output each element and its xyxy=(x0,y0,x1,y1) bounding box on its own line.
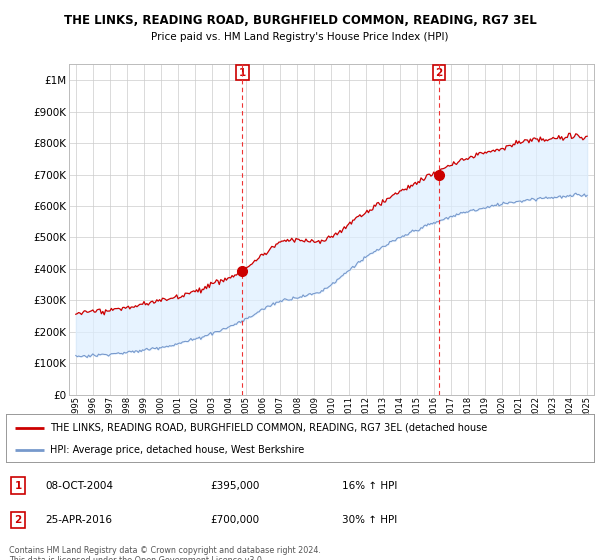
Text: 1: 1 xyxy=(239,68,246,78)
Text: 30% ↑ HPI: 30% ↑ HPI xyxy=(342,515,397,525)
Text: 2: 2 xyxy=(436,68,443,78)
Text: THE LINKS, READING ROAD, BURGHFIELD COMMON, READING, RG7 3EL (detached house: THE LINKS, READING ROAD, BURGHFIELD COMM… xyxy=(50,423,487,433)
Text: 08-OCT-2004: 08-OCT-2004 xyxy=(45,480,113,491)
Text: HPI: Average price, detached house, West Berkshire: HPI: Average price, detached house, West… xyxy=(50,445,304,455)
Text: 1: 1 xyxy=(14,480,22,491)
Text: 25-APR-2016: 25-APR-2016 xyxy=(45,515,112,525)
Text: £700,000: £700,000 xyxy=(210,515,259,525)
Text: 16% ↑ HPI: 16% ↑ HPI xyxy=(342,480,397,491)
Text: Contains HM Land Registry data © Crown copyright and database right 2024.
This d: Contains HM Land Registry data © Crown c… xyxy=(9,546,321,560)
Text: £395,000: £395,000 xyxy=(210,480,259,491)
Text: 2: 2 xyxy=(14,515,22,525)
Text: Price paid vs. HM Land Registry's House Price Index (HPI): Price paid vs. HM Land Registry's House … xyxy=(151,32,449,43)
Text: THE LINKS, READING ROAD, BURGHFIELD COMMON, READING, RG7 3EL: THE LINKS, READING ROAD, BURGHFIELD COMM… xyxy=(64,14,536,27)
